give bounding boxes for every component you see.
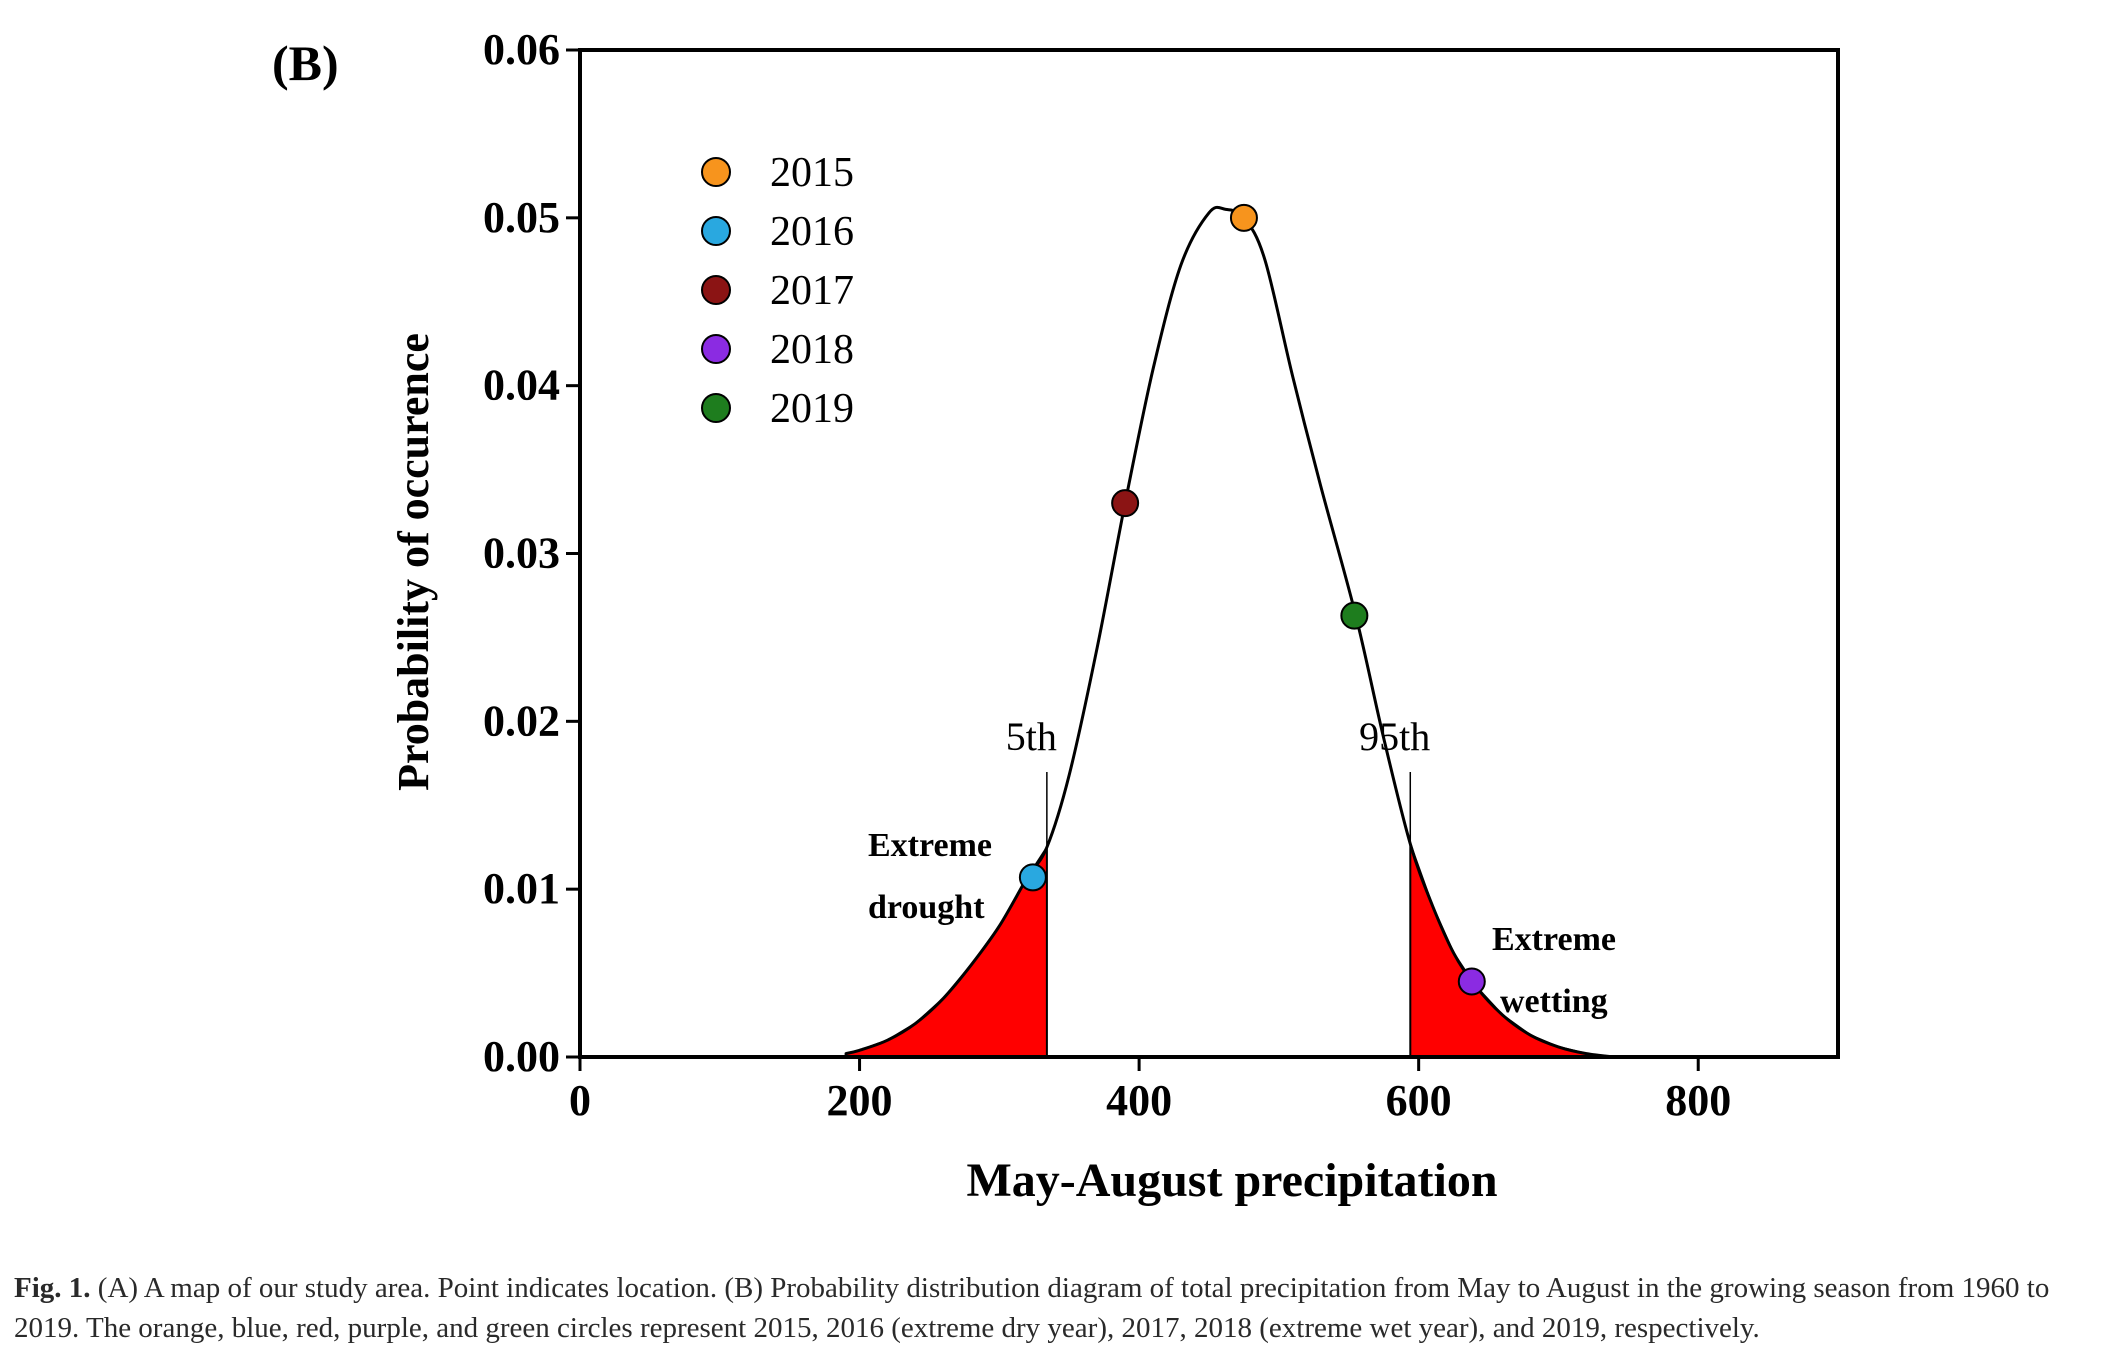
y-tick-label: 0.03	[483, 529, 560, 578]
y-tick-label: 0.01	[483, 864, 560, 913]
point-2015	[1229, 203, 1258, 232]
panel-label: (B)	[272, 35, 339, 91]
caption-label: Fig. 1.	[14, 1272, 91, 1304]
y-tick-label: 0.00	[483, 1032, 560, 1081]
legend-label-2017: 2017	[770, 268, 854, 314]
point-2018	[1457, 967, 1486, 996]
percentile-label-95th: 95th	[1359, 714, 1430, 759]
figure-caption: Fig. 1. (A) A map of our study area. Poi…	[14, 1268, 2104, 1348]
annotation-2-line-1: Extreme	[1492, 921, 1616, 958]
annotation-1-line-2: drought	[868, 889, 985, 926]
legend-marker-2017	[701, 275, 731, 305]
legend-label-2016: 2016	[770, 209, 854, 255]
y-tick-label: 0.04	[483, 361, 560, 410]
y-tick-label: 0.02	[483, 696, 560, 745]
annotation-1-line-1: Extreme	[868, 827, 992, 864]
probability-chart: (B) 5th 95th 0.00 0.01 0.02 0.03 0.04 0.05 0.06…	[272, 25, 1840, 1207]
x-tick-label: 0	[569, 1076, 591, 1125]
annotation-2-line-2: wetting	[1500, 983, 1608, 1020]
x-axis-label: May-August precipitation	[966, 1154, 1497, 1207]
legend-marker-2015	[701, 157, 731, 187]
distribution-curve	[845, 205, 1615, 1059]
legend-label-2019: 2019	[770, 386, 854, 432]
y-tick-label: 0.05	[483, 193, 560, 242]
legend-label-2018: 2018	[770, 327, 854, 373]
shaded-tail-1	[844, 843, 1048, 1058]
x-tick-label: 600	[1386, 1076, 1452, 1125]
point-2016	[1018, 863, 1047, 892]
point-2017	[1111, 489, 1140, 518]
caption-text: (A) A map of our study area. Point indic…	[14, 1272, 2050, 1344]
legend-label-2015: 2015	[770, 150, 854, 196]
x-tick-label: 400	[1106, 1076, 1172, 1125]
plot-frame	[578, 48, 1840, 1059]
x-tick-label: 800	[1665, 1076, 1731, 1125]
y-axis-label: Probability of occurence	[389, 333, 438, 791]
legend-marker-2016	[701, 216, 731, 246]
y-tick-label: 0.06	[483, 25, 560, 74]
legend-marker-2019	[701, 393, 731, 423]
point-2019	[1340, 601, 1369, 630]
x-tick-label: 200	[827, 1076, 893, 1125]
legend-marker-2018	[701, 334, 731, 364]
percentile-label-5th: 5th	[1006, 714, 1057, 759]
